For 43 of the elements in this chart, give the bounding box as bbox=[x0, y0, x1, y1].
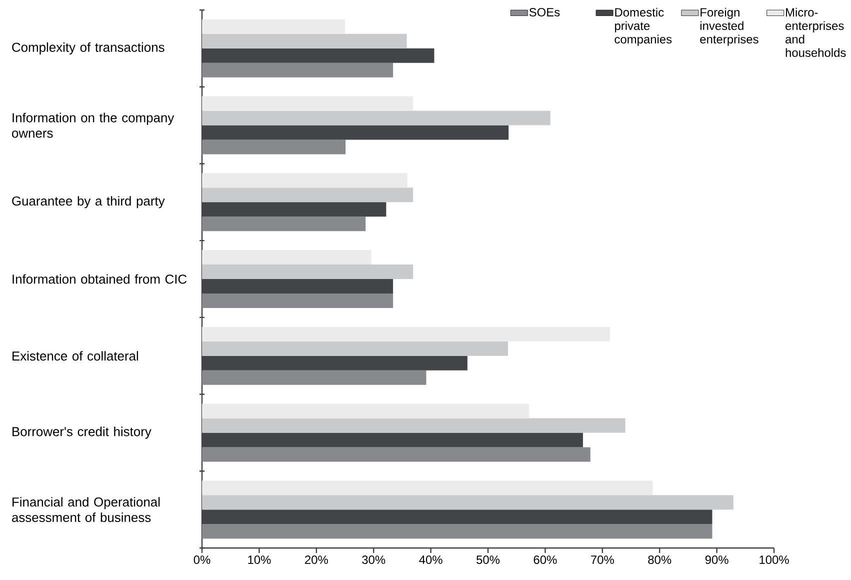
y-tick-label: Borrower's credit history bbox=[12, 426, 152, 439]
bar bbox=[202, 34, 407, 48]
x-tick-label: 30% bbox=[362, 556, 386, 564]
y-tick-label: Information obtained from CIC bbox=[12, 274, 187, 284]
bar bbox=[202, 173, 408, 188]
x-tick-label: 50% bbox=[476, 556, 500, 564]
bar bbox=[202, 418, 626, 433]
bar bbox=[202, 140, 346, 154]
bar bbox=[202, 96, 414, 111]
y-tick-label: Guarantee by a third party bbox=[12, 196, 165, 208]
x-tick-label: 40% bbox=[419, 556, 442, 564]
x-tick-label: 60% bbox=[534, 556, 557, 564]
x-tick-label: 20% bbox=[305, 556, 328, 564]
bar bbox=[202, 62, 394, 78]
bar bbox=[202, 341, 508, 356]
legend-label: Domestic private companies bbox=[614, 8, 672, 46]
bar bbox=[202, 250, 372, 264]
bar bbox=[202, 480, 653, 496]
y-tick-label: Existence of collateral bbox=[12, 351, 138, 361]
bar bbox=[202, 370, 426, 385]
legend-label: SOEs bbox=[529, 8, 560, 16]
legend-label: Micro-enterprises and households bbox=[786, 8, 846, 57]
bar bbox=[202, 495, 734, 510]
bar bbox=[202, 294, 394, 308]
x-tick-label: 80% bbox=[648, 556, 672, 564]
bar bbox=[202, 404, 530, 418]
bar bbox=[202, 216, 366, 232]
bar bbox=[202, 447, 590, 462]
x-tick-label: 90% bbox=[705, 556, 728, 564]
bar bbox=[202, 524, 712, 539]
y-tick-label: Information on the company owners bbox=[12, 112, 174, 138]
x-tick-label: 0% bbox=[194, 556, 210, 564]
bar bbox=[202, 19, 345, 34]
y-tick-label: Complexity of transactions bbox=[12, 42, 164, 54]
y-tick-label: Financial and Operational assessment of business bbox=[12, 497, 160, 522]
legend-label: Foreign invested enterprises bbox=[700, 8, 758, 46]
bar bbox=[202, 264, 414, 279]
x-tick-label: 100% bbox=[760, 556, 789, 564]
bar bbox=[202, 326, 610, 342]
bar bbox=[202, 188, 414, 202]
x-tick-label: 10% bbox=[248, 556, 271, 564]
x-tick-label: 70% bbox=[591, 556, 614, 564]
bar bbox=[202, 110, 550, 126]
